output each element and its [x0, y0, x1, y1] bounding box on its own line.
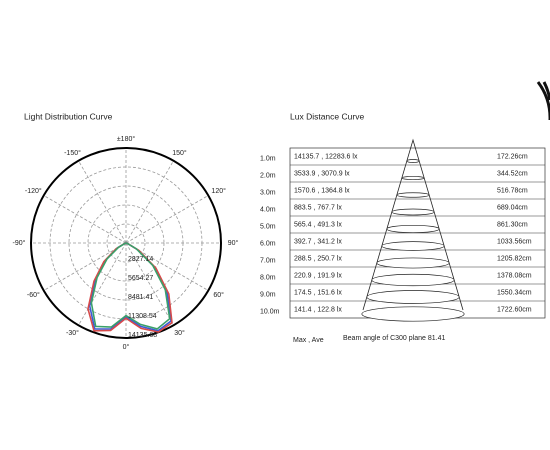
distribution-curve	[90, 242, 171, 330]
distance-label: 6.0m	[260, 240, 276, 247]
beam-ellipse	[376, 257, 450, 269]
angle-tick-label: -120°	[25, 187, 42, 195]
grid-spoke	[43, 195, 127, 244]
angle-tick-label: 0°	[123, 343, 130, 351]
diameter-value: 344.52cm	[497, 170, 528, 177]
distance-label: 5.0m	[260, 223, 276, 230]
angle-tick-label: 90°	[228, 239, 239, 247]
angle-tick-label: 120°	[211, 187, 226, 195]
lux-value: 220.9 , 191.9 lx	[294, 272, 342, 279]
r-tick-label: 8481.41	[128, 294, 153, 301]
grid-spoke	[125, 195, 209, 244]
outer-ring	[30, 147, 222, 339]
angle-tick-label: ±180°	[117, 135, 136, 143]
grid-spoke	[125, 242, 174, 326]
angle-tick-label: -90°	[13, 239, 26, 247]
lux-value: 14135.7 , 12283.6 lx	[294, 153, 358, 160]
grid-spoke	[125, 160, 174, 244]
diameter-value: 689.04cm	[497, 204, 528, 211]
distance-label: 10.0m	[260, 308, 280, 315]
grid-spoke	[78, 242, 127, 326]
distance-label: 9.0m	[260, 291, 276, 298]
lux-value: 3533.9 , 3070.9 lx	[294, 170, 350, 177]
beam-ellipse	[406, 159, 420, 163]
angle-tick-label: -150°	[64, 149, 81, 157]
chart-title: Light Distribution Curve	[24, 111, 113, 121]
distance-label: 4.0m	[260, 206, 276, 213]
beam-ellipse	[386, 224, 440, 234]
r-tick-label: 14135.68	[128, 332, 157, 339]
diameter-value: 1033.56cm	[497, 238, 532, 245]
beam-ellipse	[401, 176, 425, 180]
beam-ellipse	[381, 241, 445, 251]
r-tick-label: 11308.54	[128, 313, 157, 320]
diameter-value: 1205.82cm	[497, 255, 532, 262]
r-tick-label: 2827.14	[128, 256, 153, 263]
lux-value: 141.4 , 122.8 lx	[294, 306, 342, 313]
beam-cone	[362, 138, 464, 311]
angle-tick-label: 30°	[174, 329, 185, 337]
beam-ellipse	[396, 192, 430, 198]
distance-label: 7.0m	[260, 257, 276, 264]
diameter-value: 861.30cm	[497, 221, 528, 228]
beam-ellipse	[371, 273, 455, 287]
lux-value: 883.5 , 767.7 lx	[294, 204, 342, 211]
diameter-value: 1550.34cm	[497, 289, 532, 296]
grid-ring	[106, 223, 146, 263]
diameter-value: 1378.08cm	[497, 272, 532, 279]
grid-spoke	[78, 160, 127, 244]
lux-value: 288.5 , 250.7 lx	[294, 255, 342, 262]
lux-value: 392.7 , 341.2 lx	[294, 238, 342, 245]
lux-value: 1570.6 , 1364.8 lx	[294, 187, 350, 194]
angle-tick-label: 150°	[172, 149, 187, 157]
beam-ellipse	[391, 208, 435, 216]
distance-label: 3.0m	[260, 189, 276, 196]
diameter-value: 516.78cm	[497, 187, 528, 194]
legend-note: Max , Ave	[293, 337, 324, 344]
angle-tick-label: -60°	[27, 291, 40, 299]
beam-ellipse	[366, 290, 460, 304]
grid-spoke	[43, 242, 127, 291]
distance-label: 1.0m	[260, 155, 276, 162]
beam-ellipse	[361, 306, 465, 322]
angle-tick-label: 60°	[213, 291, 224, 299]
diameter-value: 172.26cm	[497, 153, 528, 160]
distance-label: 2.0m	[260, 172, 276, 179]
beam-note: Beam angle of C300 plane 81.41	[343, 335, 445, 342]
angle-tick-label: -30°	[66, 329, 79, 337]
lux-value: 565.4 , 491.3 lx	[294, 221, 342, 228]
chart-title: Lux Distance Curve	[290, 111, 364, 121]
diameter-value: 1722.60cm	[497, 306, 532, 313]
r-tick-label: 5654.27	[128, 275, 153, 282]
distance-label: 8.0m	[260, 274, 276, 281]
lux-value: 174.5 , 151.6 lx	[294, 289, 342, 296]
